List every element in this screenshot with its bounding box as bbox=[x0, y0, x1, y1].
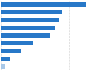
Bar bbox=[1, 2, 86, 7]
Bar bbox=[1, 49, 21, 53]
Bar bbox=[1, 26, 55, 30]
Bar bbox=[1, 18, 59, 22]
Bar bbox=[1, 10, 62, 14]
Bar bbox=[1, 33, 50, 38]
Bar bbox=[1, 41, 33, 45]
Bar bbox=[1, 57, 10, 61]
Bar bbox=[1, 64, 5, 69]
